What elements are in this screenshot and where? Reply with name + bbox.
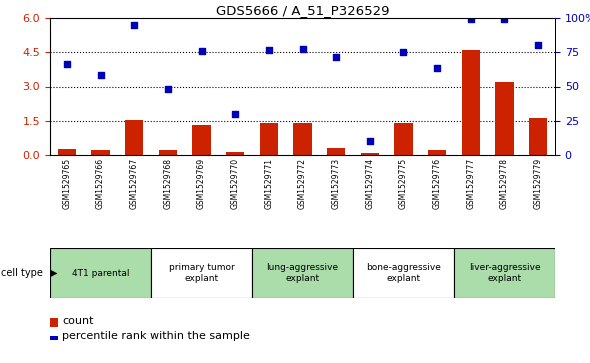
- Bar: [353, 248, 454, 298]
- Bar: [327, 148, 345, 155]
- Text: GSM1529773: GSM1529773: [332, 158, 340, 209]
- Text: bone-aggressive
explant: bone-aggressive explant: [366, 263, 441, 283]
- Text: GSM1529767: GSM1529767: [130, 158, 139, 209]
- Point: [533, 42, 543, 48]
- Bar: [454, 248, 555, 298]
- Point: [432, 65, 442, 71]
- Point: [365, 138, 375, 144]
- Bar: [159, 150, 177, 155]
- Bar: [495, 82, 514, 155]
- Point: [399, 49, 408, 55]
- Point: [96, 72, 105, 78]
- Point: [466, 16, 476, 22]
- Text: GSM1529779: GSM1529779: [534, 158, 543, 209]
- Text: lung-aggressive
explant: lung-aggressive explant: [267, 263, 339, 283]
- Bar: [151, 248, 252, 298]
- Text: 4T1 parental: 4T1 parental: [72, 269, 129, 277]
- Text: GSM1529777: GSM1529777: [466, 158, 476, 209]
- Bar: [192, 125, 211, 155]
- Bar: [461, 50, 480, 155]
- Text: GSM1529770: GSM1529770: [231, 158, 240, 209]
- Bar: [428, 150, 447, 155]
- Bar: [252, 248, 353, 298]
- Text: cell type: cell type: [1, 268, 42, 278]
- Point: [264, 47, 274, 53]
- Bar: [125, 119, 143, 155]
- Text: GSM1529768: GSM1529768: [163, 158, 172, 209]
- Text: GSM1529776: GSM1529776: [432, 158, 442, 209]
- Text: GSM1529775: GSM1529775: [399, 158, 408, 209]
- Point: [231, 111, 240, 117]
- Bar: [260, 123, 278, 155]
- Point: [197, 48, 206, 54]
- Point: [332, 54, 341, 60]
- Bar: [91, 150, 110, 155]
- Text: primary tumor
explant: primary tumor explant: [169, 263, 234, 283]
- Bar: [360, 153, 379, 155]
- Text: GSM1529765: GSM1529765: [63, 158, 71, 209]
- Text: GSM1529769: GSM1529769: [197, 158, 206, 209]
- Text: liver-aggressive
explant: liver-aggressive explant: [468, 263, 540, 283]
- Point: [129, 22, 139, 28]
- Bar: [394, 123, 413, 155]
- Text: GSM1529772: GSM1529772: [298, 158, 307, 209]
- Text: GSM1529778: GSM1529778: [500, 158, 509, 209]
- Text: ▶: ▶: [50, 268, 58, 278]
- Text: GSM1529774: GSM1529774: [365, 158, 374, 209]
- Point: [298, 46, 307, 52]
- Bar: [58, 149, 76, 155]
- Bar: [226, 152, 244, 155]
- Title: GDS5666 / A_51_P326529: GDS5666 / A_51_P326529: [216, 4, 389, 17]
- Bar: [50, 248, 151, 298]
- Text: GSM1529766: GSM1529766: [96, 158, 105, 209]
- Bar: [529, 118, 548, 155]
- Point: [163, 86, 172, 92]
- Point: [500, 16, 509, 22]
- Bar: [293, 123, 312, 155]
- Point: [62, 61, 71, 66]
- Text: count: count: [62, 316, 93, 326]
- Text: percentile rank within the sample: percentile rank within the sample: [62, 331, 250, 341]
- Text: GSM1529771: GSM1529771: [264, 158, 273, 209]
